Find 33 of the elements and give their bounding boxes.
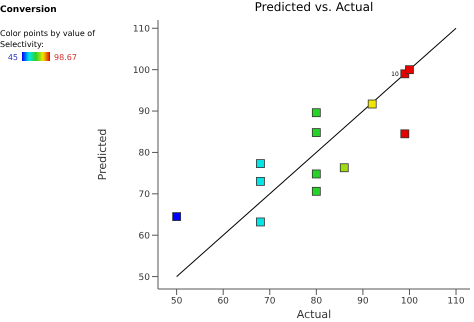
y-tick-label: 50 [138,272,150,283]
x-tick-label: 80 [310,296,322,306]
x-tick-label: 90 [357,296,369,306]
point [368,100,377,108]
x-tick-label: 110 [447,296,465,306]
text: 45 [8,53,18,62]
color-bar-title: Color points by value of Selectivity: [0,28,96,50]
text: 98.67 [54,53,77,62]
point [256,159,265,168]
point [340,163,349,172]
x-tick-label: 100 [400,296,418,306]
y-tick-label: 100 [132,66,150,76]
y-tick-label: 110 [132,24,150,34]
y-axis-title: Predicted [96,128,109,180]
y-tick-label: 90 [138,107,150,118]
x-tick-label: 60 [217,296,230,306]
point [312,128,321,137]
x-axis-title: Actual [296,308,332,321]
text: Conversion [0,5,57,15]
point [312,186,321,196]
x-tick-label: 50 [170,296,183,306]
y-tick-label: 70 [138,190,150,200]
point [256,218,265,226]
y-tick-label: 80 [138,148,150,159]
x-tick-label: 70 [264,296,276,306]
point [405,65,414,74]
point [256,177,265,186]
chart-title: Predicted vs. Actual [254,0,374,14]
y-tick-label: 60 [138,231,150,242]
point [312,108,321,118]
point [172,212,182,221]
point [312,170,321,178]
point [400,129,410,138]
